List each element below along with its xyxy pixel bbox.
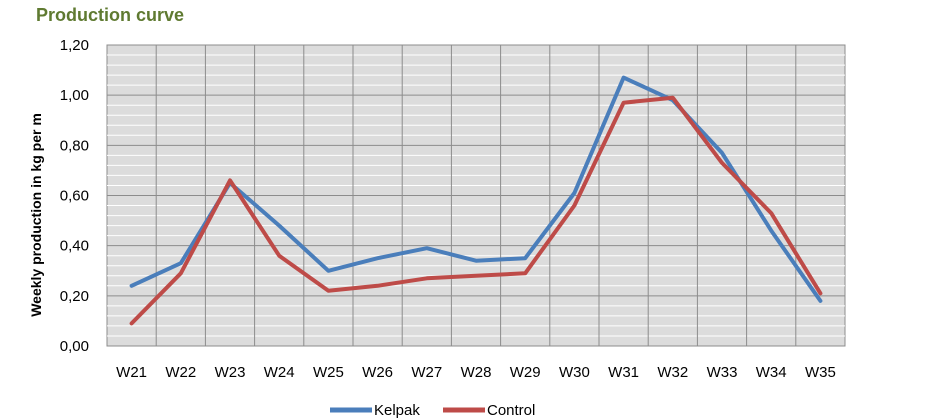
y-axis-title: Weekly production in kg per m (28, 113, 44, 317)
legend-label-kelpak: Kelpak (374, 402, 420, 419)
legend: Kelpak Control (330, 402, 535, 419)
y-tick-label: 1,20 (60, 37, 89, 54)
chart-title: Production curve (36, 5, 185, 25)
series-line-control (129, 95, 823, 326)
x-tick-label: W31 (608, 364, 639, 381)
x-axis-tick-labels: W21 W22 W23 W24 W25 W26 W27 W28 W29 W30 W31 W32 W33 W… (116, 364, 836, 381)
y-tick-label: 1,00 (60, 87, 89, 104)
legend-label-control: Control (487, 402, 535, 419)
x-tick-label: W28 (461, 364, 492, 381)
vertical-gridlines (155, 45, 797, 346)
x-tick-label: W35 (805, 364, 836, 381)
x-tick-label: W21 (116, 364, 147, 381)
y-tick-label: 0,80 (60, 137, 89, 154)
x-tick-label: W27 (411, 364, 442, 381)
y-tick-label: 0,00 (60, 338, 89, 355)
x-tick-label: W23 (215, 364, 246, 381)
x-tick-label: W26 (362, 364, 393, 381)
x-tick-label: W30 (559, 364, 590, 381)
major-gridlines (107, 94, 845, 297)
series-lines (129, 75, 823, 326)
y-tick-label: 0,40 (60, 238, 89, 255)
y-tick-label: 0,20 (60, 288, 89, 305)
x-tick-label: W29 (510, 364, 541, 381)
x-tick-label: W34 (756, 364, 787, 381)
y-axis-tick-labels: 0,00 0,20 0,40 0,60 0,80 1,00 1,20 (60, 37, 89, 355)
x-tick-label: W32 (657, 364, 688, 381)
x-tick-label: W25 (313, 364, 344, 381)
x-tick-label: W22 (165, 364, 196, 381)
x-tick-label: W24 (264, 364, 295, 381)
y-tick-label: 0,60 (60, 188, 89, 205)
x-tick-label: W33 (707, 364, 738, 381)
series-line-kelpak (129, 75, 823, 303)
